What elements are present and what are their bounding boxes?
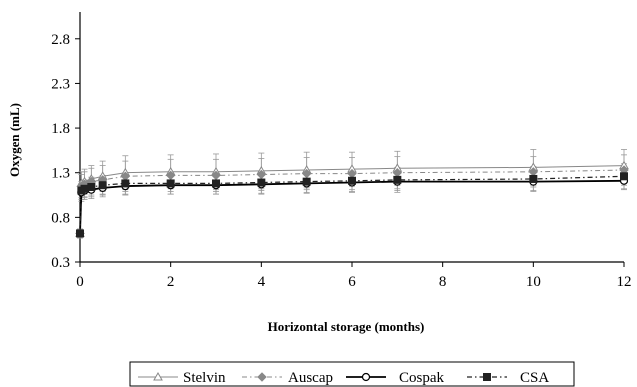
data-point-csa (529, 174, 538, 183)
legend-marker-csa (483, 373, 491, 381)
x-tick-label: 4 (258, 274, 266, 290)
series-markers (75, 160, 629, 239)
data-point-auscap (211, 170, 221, 181)
x-tick-label: 2 (167, 274, 175, 290)
x-axis-label: Horizontal storage (months) (268, 319, 425, 334)
y-tick-label: 2.3 (51, 76, 70, 92)
data-point-auscap (256, 169, 267, 180)
y-axis-label: Oxygen (mL) (7, 103, 22, 177)
y-tick-label: 0.3 (51, 255, 70, 271)
data-point-csa (76, 229, 84, 238)
data-point-csa (257, 178, 266, 187)
legend-label-stelvin: Stelvin (183, 370, 226, 386)
data-point-csa (620, 172, 628, 181)
legend: Stelvin Auscap Cospak CSA (129, 361, 575, 387)
y-tick-label: 1.8 (51, 121, 70, 137)
y-tick-label: 2.8 (51, 32, 70, 48)
x-tick-label: 8 (439, 274, 447, 290)
series-line-csa (79, 175, 625, 234)
y-tick-label: 1.3 (51, 166, 70, 182)
legend-box (129, 361, 575, 387)
data-point-csa (80, 184, 89, 193)
data-point-csa (212, 179, 220, 188)
x-tick-label: 12 (617, 274, 632, 290)
data-point-csa (166, 179, 175, 188)
legend-label-csa: CSA (520, 370, 549, 386)
axes: 0.3 0.8 1.3 1.8 2.3 2.8 0 2 4 6 8 10 12 (51, 12, 632, 290)
y-tick-label: 0.8 (51, 210, 70, 226)
data-point-csa (393, 175, 402, 184)
data-point-csa (98, 181, 107, 190)
error-bars (77, 149, 627, 239)
legend-marker-cospak (361, 372, 371, 382)
x-tick-label: 6 (348, 274, 356, 290)
data-point-auscap (165, 170, 176, 181)
data-point-auscap (301, 168, 312, 179)
data-point-csa (302, 177, 311, 186)
data-point-csa (121, 179, 130, 188)
legend-label-auscap: Auscap (288, 370, 333, 386)
data-point-csa (87, 183, 96, 191)
x-tick-label: 0 (76, 274, 84, 290)
legend-label-cospak: Cospak (399, 370, 445, 386)
legend-marker-auscap (257, 372, 267, 382)
data-point-csa (348, 176, 356, 185)
legend-marker-stelvin (153, 371, 163, 381)
x-tick-label: 10 (526, 274, 541, 290)
